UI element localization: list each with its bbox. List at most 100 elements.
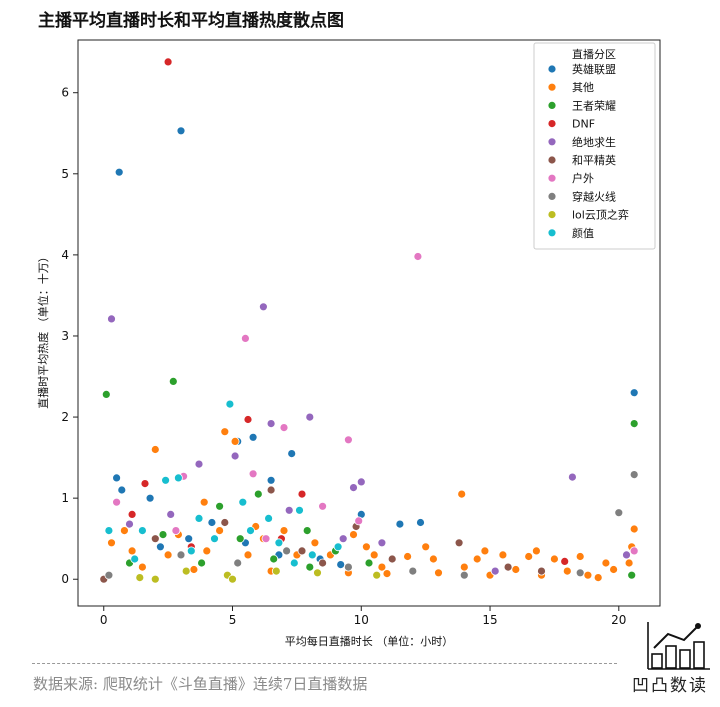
point-0-7	[248, 432, 258, 442]
legend-label-6: 户外	[572, 171, 594, 185]
point-6-8	[354, 516, 364, 526]
point-6-6	[112, 497, 121, 507]
point-1-17	[428, 554, 438, 564]
point-7-5	[343, 562, 353, 572]
point-4-4	[230, 451, 240, 461]
point-2-12	[305, 562, 315, 572]
point-1-20	[524, 552, 534, 561]
point-5-2	[454, 538, 464, 548]
point-5-10	[318, 558, 328, 568]
y-axis-label: 直播时平均热度 （单位：十万）	[36, 251, 50, 409]
point-3-2	[297, 489, 307, 499]
x-tick-label-4: 20	[611, 613, 626, 627]
point-9-0	[225, 399, 235, 409]
points-layer	[99, 57, 639, 584]
point-6-10	[261, 534, 271, 544]
point-2-4	[253, 489, 263, 499]
legend-label-5: 和平精英	[572, 153, 616, 167]
y-tick-label-4: 4	[61, 248, 69, 262]
point-9-9	[104, 526, 114, 535]
brand-logo	[647, 622, 710, 670]
x-tick-label-1: 5	[229, 613, 237, 627]
legend-marker-3	[547, 119, 557, 128]
point-5-5	[297, 546, 307, 556]
point-1-18	[472, 554, 482, 564]
point-4-1	[258, 302, 268, 312]
point-1-0	[150, 445, 160, 454]
point-6-5	[248, 469, 258, 479]
brand-name: 凹凸数读	[632, 676, 708, 696]
point-7-1	[614, 508, 624, 518]
legend-marker-4	[547, 137, 557, 147]
point-0-4	[145, 493, 155, 503]
divider	[32, 663, 617, 664]
point-1-42	[215, 526, 225, 535]
x-tick-label-3: 15	[482, 613, 497, 627]
point-1-24	[624, 558, 634, 568]
point-1-30	[434, 568, 443, 578]
point-1-50	[532, 546, 541, 556]
point-6-9	[629, 546, 639, 556]
y-axis-ticks: 0 1 2 3 4 5 6	[61, 86, 78, 586]
point-1-8	[107, 538, 116, 548]
point-9-6	[264, 514, 274, 523]
point-1-49	[480, 546, 490, 556]
point-4-15	[166, 510, 176, 519]
point-0-0	[114, 167, 124, 177]
legend-label-8: lol云顶之弈	[572, 208, 629, 222]
point-9-7	[173, 473, 183, 483]
source-note: 数据来源: 爬取统计《斗鱼直播》连续7日直播数据	[33, 675, 368, 693]
point-2-14	[627, 570, 637, 580]
point-7-6	[408, 566, 418, 576]
point-1-4	[199, 497, 209, 507]
point-0-13	[629, 388, 639, 398]
point-0-2	[112, 473, 121, 483]
point-9-13	[186, 546, 196, 556]
point-4-7	[568, 472, 577, 482]
point-2-10	[269, 554, 279, 564]
legend-marker-1	[547, 82, 557, 92]
legend-marker-6	[547, 173, 557, 183]
point-1-39	[310, 538, 320, 548]
x-axis-ticks: 0 5 10 15 20	[100, 606, 626, 627]
point-1-19	[498, 550, 508, 560]
point-7-0	[629, 470, 639, 480]
legend-label-2: 王者荣耀	[572, 99, 616, 112]
point-6-2	[279, 423, 289, 433]
point-2-1	[168, 376, 178, 386]
point-1-34	[189, 565, 199, 574]
plot-frame	[77, 39, 661, 607]
point-8-2	[181, 566, 191, 576]
point-0-8	[266, 475, 276, 485]
point-0-14	[184, 534, 194, 544]
point-0-12	[416, 518, 425, 527]
point-4-8	[377, 538, 387, 548]
legend-marker-7	[547, 191, 557, 201]
point-0-1	[176, 126, 186, 136]
point-0-18	[336, 560, 346, 569]
legend-marker-0	[547, 64, 557, 74]
point-4-0	[107, 314, 116, 324]
legend-marker-9	[547, 228, 557, 238]
point-1-47	[377, 562, 387, 572]
point-0-19	[155, 542, 165, 552]
point-1-10	[163, 550, 173, 560]
point-4-13	[490, 566, 500, 576]
point-2-9	[364, 558, 374, 568]
y-tick-label-2: 2	[61, 410, 69, 424]
point-9-14	[130, 554, 140, 564]
point-4-9	[125, 519, 134, 529]
point-4-6	[356, 477, 366, 487]
point-5-8	[537, 566, 546, 576]
point-6-0	[413, 252, 423, 261]
legend-label-9: 颜值	[572, 227, 594, 240]
point-7-8	[459, 570, 469, 580]
legend-marker-5	[547, 155, 557, 165]
x-tick-label-2: 10	[354, 613, 369, 627]
chart-title: 主播平均直播时长和平均直播热度散点图	[38, 11, 344, 31]
point-1-48	[421, 542, 431, 552]
x-tick-label-0: 0	[100, 613, 108, 627]
logo-dot	[695, 623, 701, 629]
point-3-3	[127, 510, 137, 519]
